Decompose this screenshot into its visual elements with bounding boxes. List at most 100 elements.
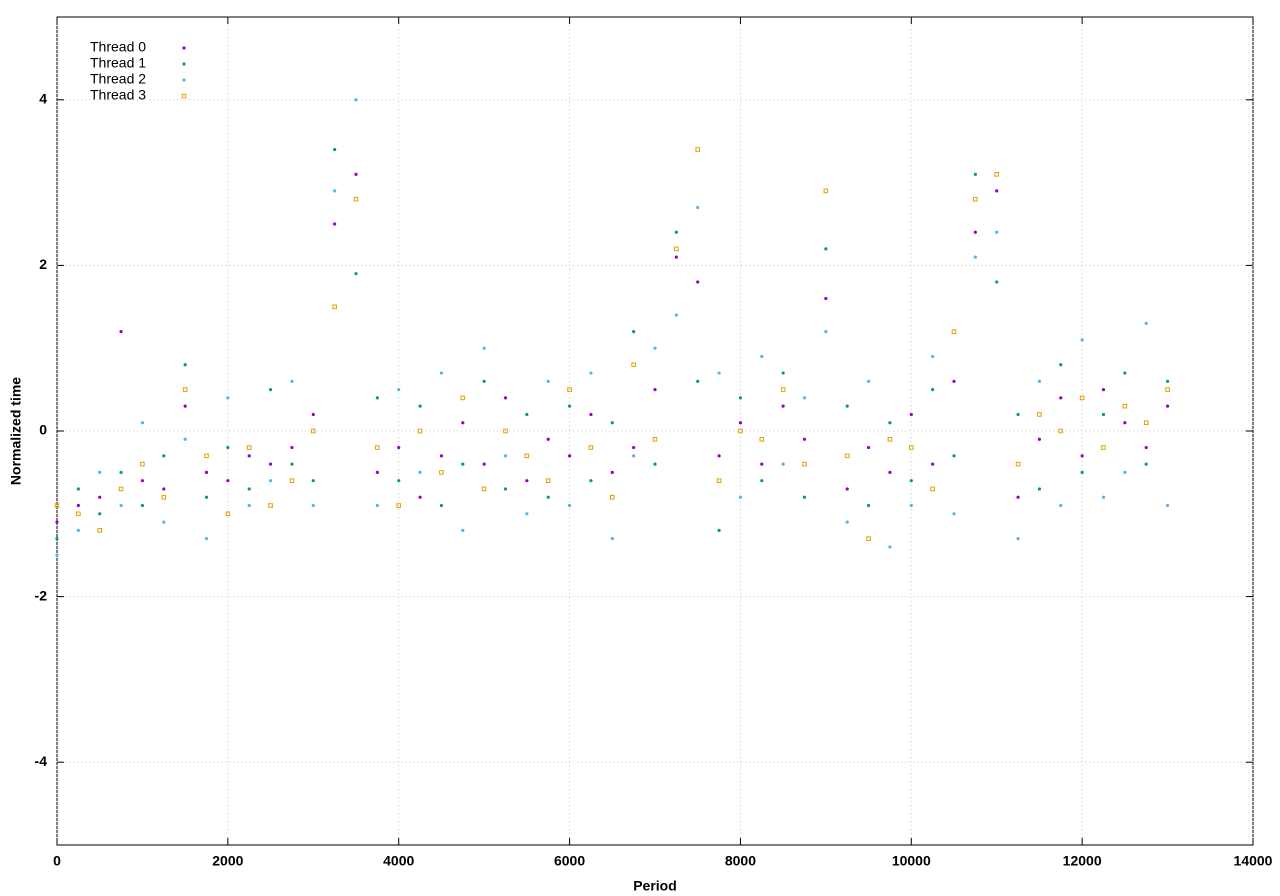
point — [76, 487, 80, 491]
point — [290, 445, 294, 450]
point — [183, 404, 187, 408]
point — [482, 346, 486, 350]
point — [1123, 470, 1127, 474]
point — [225, 511, 231, 517]
point — [525, 512, 529, 516]
point — [268, 462, 273, 466]
point — [632, 445, 636, 450]
point — [1165, 387, 1170, 392]
y-tick-label: 4 — [39, 91, 47, 107]
x-tick-label: 14000 — [1234, 853, 1273, 869]
point — [311, 479, 315, 483]
point — [1101, 412, 1106, 417]
point — [781, 404, 785, 408]
legend-marker — [182, 46, 186, 50]
point — [824, 330, 828, 334]
point — [118, 486, 124, 492]
point — [716, 478, 722, 483]
point — [866, 445, 871, 450]
point — [311, 412, 315, 417]
x-tick-label: 2000 — [212, 853, 243, 869]
point — [1165, 404, 1170, 408]
point — [246, 445, 252, 450]
y-tick-label: 2 — [39, 256, 47, 272]
x-tick-label: 4000 — [383, 853, 414, 869]
point — [1016, 495, 1020, 499]
point — [973, 255, 977, 259]
point — [824, 247, 828, 251]
point — [738, 421, 743, 425]
point — [310, 428, 316, 434]
point — [632, 330, 636, 334]
point — [951, 329, 957, 334]
point — [952, 379, 956, 383]
point — [1165, 503, 1170, 508]
point — [439, 454, 444, 458]
point — [973, 172, 977, 176]
legend-label: Thread 1 — [90, 55, 146, 71]
point — [1144, 445, 1148, 450]
point — [460, 395, 466, 401]
legend-label: Thread 3 — [90, 87, 146, 103]
point — [588, 445, 594, 450]
point — [162, 520, 166, 524]
point — [461, 462, 465, 466]
point — [354, 172, 358, 176]
point — [503, 487, 508, 491]
point — [781, 371, 785, 375]
point — [909, 503, 913, 508]
point — [503, 428, 508, 434]
point — [610, 470, 614, 474]
point — [866, 503, 871, 508]
point — [226, 479, 230, 483]
point — [973, 230, 977, 234]
point — [802, 396, 807, 400]
point — [738, 428, 743, 434]
point — [866, 536, 871, 541]
point — [1122, 403, 1128, 409]
point — [140, 421, 145, 425]
legend-marker — [182, 78, 186, 82]
point — [802, 495, 807, 499]
point — [1037, 437, 1042, 441]
point — [333, 189, 337, 193]
point — [824, 296, 828, 301]
point — [909, 412, 913, 417]
point — [140, 503, 145, 508]
x-tick-label: 8000 — [725, 853, 756, 869]
point — [995, 280, 999, 284]
point — [375, 396, 379, 400]
point — [845, 404, 849, 408]
point — [461, 528, 465, 532]
point — [375, 503, 379, 508]
point — [183, 363, 187, 367]
point — [674, 255, 678, 259]
point — [525, 412, 529, 417]
legend-marker — [182, 62, 186, 66]
point — [738, 396, 743, 400]
point — [717, 371, 721, 375]
point — [823, 188, 829, 194]
point — [1058, 428, 1064, 434]
point — [98, 470, 102, 474]
y-axis-label: Normalized time — [8, 377, 24, 485]
point — [481, 486, 487, 492]
point — [1059, 396, 1063, 400]
x-tick-label: 10000 — [892, 853, 931, 869]
point — [952, 512, 956, 516]
point — [610, 537, 614, 541]
point — [1080, 454, 1084, 458]
x-tick-label: 0 — [53, 853, 61, 869]
point — [567, 404, 572, 408]
point — [311, 503, 315, 508]
point — [652, 436, 658, 442]
point — [610, 421, 614, 425]
point — [1016, 537, 1020, 541]
point — [439, 470, 444, 475]
point — [204, 453, 209, 459]
point — [908, 445, 914, 450]
point — [1144, 462, 1148, 466]
point — [482, 379, 486, 383]
point — [439, 503, 444, 508]
point — [503, 396, 508, 400]
